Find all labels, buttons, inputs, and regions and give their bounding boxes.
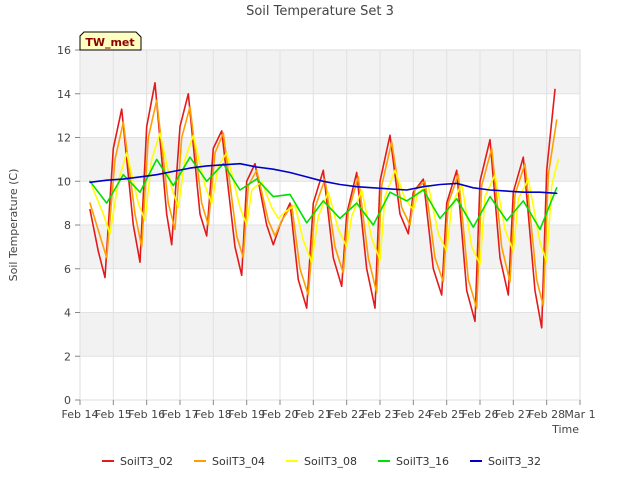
- plot-band: [80, 50, 580, 94]
- x-tick-label: Feb 23: [362, 408, 399, 421]
- station-label-shape: [79, 31, 142, 51]
- series-line-soilt3-04: [89, 99, 558, 309]
- y-tick-label: 14: [57, 88, 71, 101]
- plot-band: [80, 312, 580, 357]
- plot-band: [80, 93, 580, 138]
- x-tick-label: Feb 20: [262, 408, 299, 421]
- x-tick-label: Feb 21: [295, 408, 332, 421]
- legend-label: SoilT3_04: [212, 455, 265, 468]
- series-line-soilt3-16: [89, 156, 558, 231]
- x-tick-label: Feb 16: [128, 408, 165, 421]
- plot-band: [80, 356, 580, 400]
- y-axis: 0 2 4 6 8 10 12 14 16: [57, 44, 80, 407]
- station-label: TW_met: [85, 36, 134, 49]
- legend: SoilT3_02 SoilT3_04 SoilT3_08 SoilT3_16 Soil…: [102, 455, 541, 468]
- legend-label: SoilT3_32: [488, 455, 541, 468]
- y-tick-label: 16: [57, 44, 71, 57]
- x-tick-label: Feb 14: [62, 408, 99, 421]
- y-tick-label: 2: [64, 350, 71, 363]
- legend-label: SoilT3_02: [120, 455, 173, 468]
- y-tick-label: 0: [64, 394, 71, 407]
- x-tick-label: Feb 19: [228, 408, 265, 421]
- x-tick-label: Feb 24: [395, 408, 432, 421]
- x-tick-label: Feb 18: [195, 408, 232, 421]
- legend-label: SoilT3_16: [396, 455, 449, 468]
- x-tick-label: Feb 28: [528, 408, 565, 421]
- y-tick-label: 10: [57, 175, 71, 188]
- x-tick-label: Feb 17: [162, 408, 199, 421]
- legend-label: SoilT3_08: [304, 455, 357, 468]
- x-tick-label: Feb 27: [495, 408, 532, 421]
- x-tick-label: Feb 26: [462, 408, 499, 421]
- x-tick-label: Feb 15: [95, 408, 132, 421]
- series-line-soilt3-32: [89, 162, 558, 195]
- y-axis-label: Soil Temperature (C): [7, 169, 20, 282]
- x-tick-label: Mar 1: [564, 408, 595, 421]
- station-label-box: TW_met: [79, 31, 142, 51]
- x-axis-label: Time: [551, 423, 579, 436]
- x-tick-label: Feb 22: [328, 408, 365, 421]
- y-tick-label: 12: [57, 132, 71, 145]
- y-tick-label: 4: [64, 307, 71, 320]
- plot-band: [80, 268, 580, 313]
- y-tick-label: 8: [64, 219, 71, 232]
- x-tick-label: Feb 25: [428, 408, 465, 421]
- series-layer: [89, 82, 560, 329]
- series-line-soilt3-02: [89, 82, 556, 329]
- y-tick-label: 6: [64, 263, 71, 276]
- chart-title: Soil Temperature Set 3: [246, 4, 394, 19]
- series-line-soilt3-08: [90, 132, 560, 266]
